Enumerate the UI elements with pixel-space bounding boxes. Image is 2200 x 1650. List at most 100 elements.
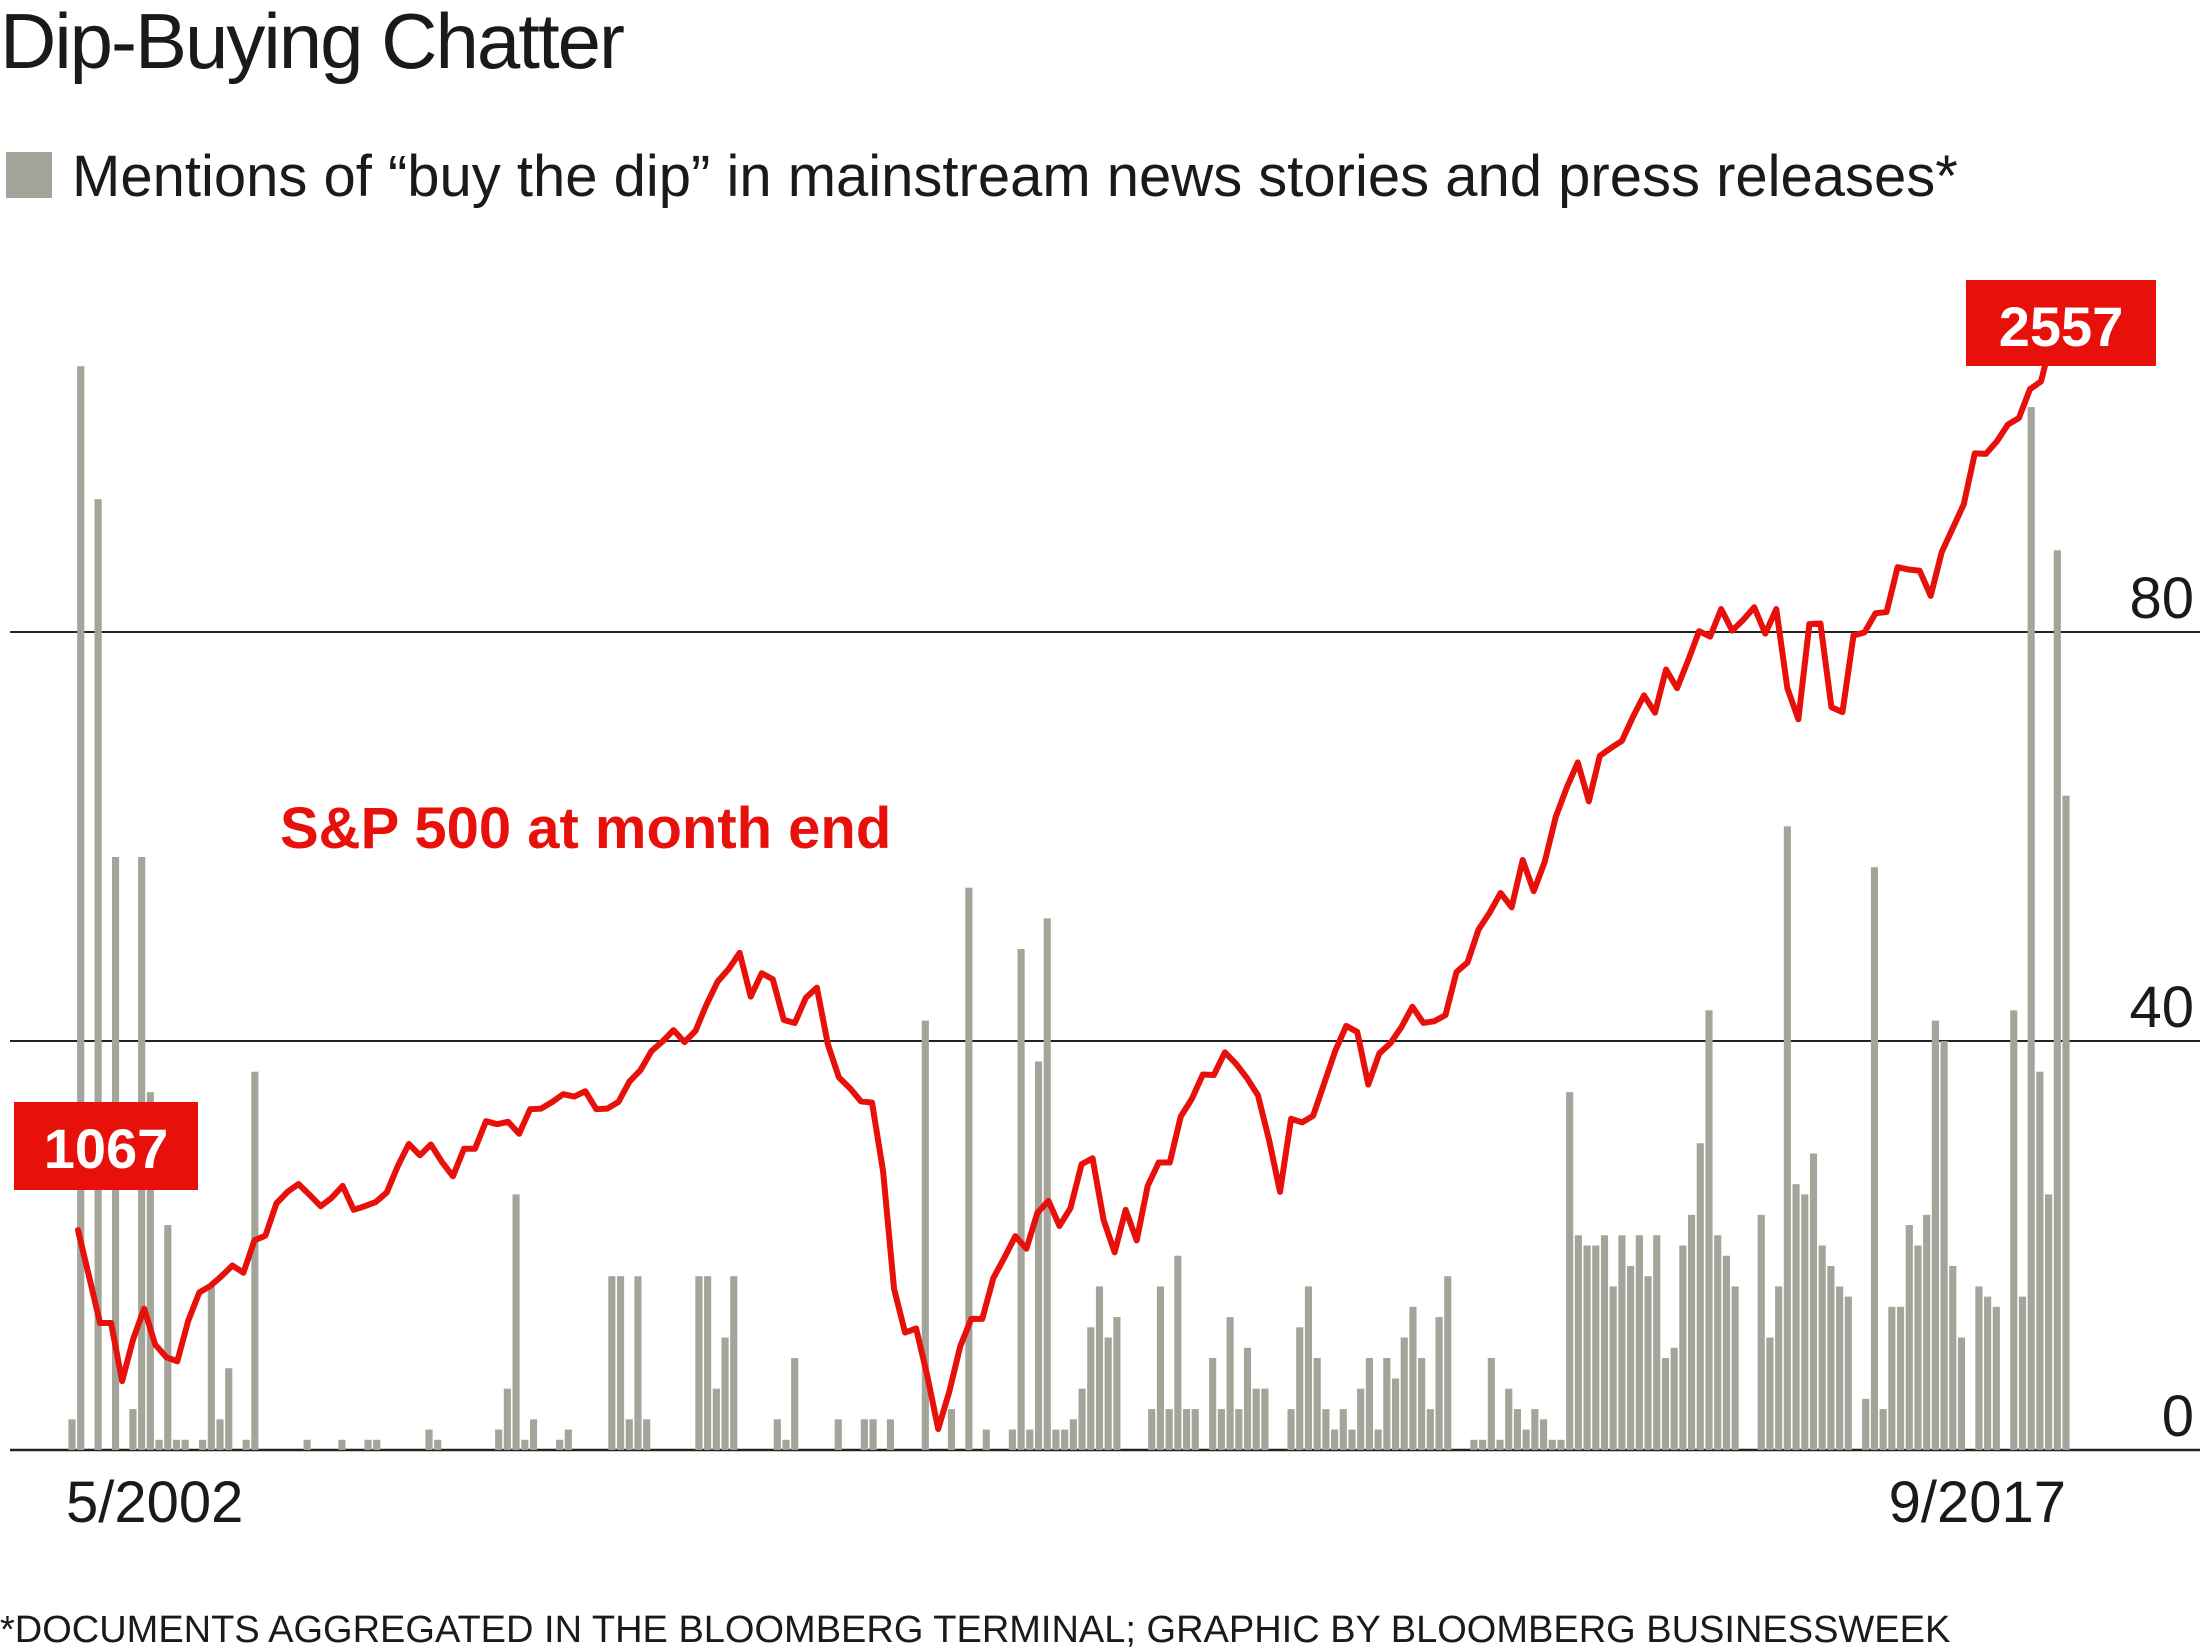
bar xyxy=(155,1439,163,1450)
bar xyxy=(1653,1235,1661,1450)
bar xyxy=(338,1439,346,1450)
bar xyxy=(1479,1439,1487,1450)
bar xyxy=(1705,1010,1713,1450)
bar xyxy=(1609,1286,1617,1450)
bar xyxy=(503,1388,511,1450)
bar xyxy=(129,1409,137,1450)
bar xyxy=(608,1276,616,1450)
bar xyxy=(617,1276,625,1450)
bar xyxy=(1809,1153,1818,1450)
bar xyxy=(242,1439,250,1450)
bar xyxy=(2027,407,2035,1450)
bar xyxy=(1600,1235,1609,1450)
bar xyxy=(1627,1265,1635,1450)
bar xyxy=(1757,1214,1765,1450)
bar xyxy=(1226,1317,1234,1450)
bar xyxy=(1156,1286,1164,1450)
bar xyxy=(1365,1357,1373,1450)
bar xyxy=(251,1071,259,1450)
y-axis-ticks: 0 40 80 xyxy=(2129,566,2194,1449)
bar xyxy=(1635,1235,1643,1450)
bar xyxy=(721,1337,729,1450)
bar xyxy=(947,1409,956,1450)
bar xyxy=(1418,1357,1426,1450)
bar xyxy=(1078,1388,1086,1450)
bar xyxy=(965,887,973,1450)
bar xyxy=(1801,1194,1809,1450)
bar xyxy=(791,1357,799,1450)
bar xyxy=(1644,1276,1652,1450)
bar xyxy=(1731,1286,1739,1450)
bar xyxy=(1923,1214,1931,1450)
bar xyxy=(434,1439,442,1450)
bar xyxy=(529,1419,538,1450)
bar xyxy=(625,1419,633,1450)
bar xyxy=(1400,1337,1408,1450)
bar xyxy=(730,1276,738,1450)
bar xyxy=(982,1429,990,1450)
bar xyxy=(1775,1286,1783,1450)
bar xyxy=(1487,1357,1495,1450)
bar xyxy=(1191,1409,1199,1450)
bar xyxy=(1496,1439,1504,1450)
bar xyxy=(1174,1255,1182,1450)
bar xyxy=(1557,1439,1565,1450)
bar xyxy=(1331,1429,1339,1450)
bar xyxy=(1548,1439,1556,1450)
bar xyxy=(1566,1092,1574,1450)
bar xyxy=(172,1439,181,1450)
bar xyxy=(1696,1143,1704,1450)
bar xyxy=(1087,1327,1095,1450)
legend-swatch xyxy=(6,152,52,198)
bar xyxy=(869,1419,877,1450)
legend-label: Mentions of “buy the dip” in mainstream … xyxy=(72,144,1958,209)
bar xyxy=(1722,1255,1730,1450)
bar xyxy=(886,1419,895,1450)
bar xyxy=(1182,1409,1191,1450)
footnote: *DOCUMENTS AGGREGATED IN THE BLOOMBERG T… xyxy=(0,1609,1950,1650)
bar xyxy=(425,1429,433,1450)
bar xyxy=(225,1368,233,1450)
bar xyxy=(364,1439,372,1450)
bar xyxy=(1783,826,1791,1450)
bar xyxy=(782,1439,790,1450)
bar xyxy=(199,1439,207,1450)
bar xyxy=(68,1419,76,1450)
bar xyxy=(1444,1276,1452,1450)
bar xyxy=(643,1419,651,1450)
bar xyxy=(773,1419,781,1450)
x-label-end: 9/2017 xyxy=(1889,1470,2066,1535)
bar xyxy=(834,1419,842,1450)
bar xyxy=(1052,1429,1060,1450)
bar xyxy=(1261,1388,1269,1450)
bar xyxy=(1008,1429,1016,1450)
bar xyxy=(1513,1409,1521,1450)
bar xyxy=(2036,1071,2044,1450)
bar xyxy=(1792,1184,1800,1450)
sp500-line xyxy=(75,334,2055,1433)
bar xyxy=(1339,1409,1347,1450)
bar xyxy=(556,1439,564,1450)
bar xyxy=(1836,1286,1844,1450)
bar xyxy=(1435,1317,1443,1450)
bar xyxy=(1583,1245,1591,1450)
y-tick-label: 40 xyxy=(2129,975,2194,1040)
bar xyxy=(1313,1357,1321,1450)
bar xyxy=(1348,1429,1356,1450)
bar xyxy=(1905,1225,1913,1450)
bar xyxy=(1940,1041,1948,1450)
bar xyxy=(1304,1286,1313,1450)
bar xyxy=(495,1429,503,1450)
bar xyxy=(1818,1245,1826,1450)
sp500-label: S&P 500 at month end xyxy=(280,796,891,861)
bar xyxy=(1104,1337,1112,1450)
end-value-badge: 2557 xyxy=(1966,280,2156,366)
bar xyxy=(373,1439,381,1450)
bar xyxy=(1574,1235,1582,1450)
bar xyxy=(1165,1409,1173,1450)
bar xyxy=(1531,1409,1539,1450)
bar xyxy=(1984,1296,1992,1450)
y-tick-label: 0 xyxy=(2162,1384,2194,1449)
bar xyxy=(1827,1265,1835,1450)
bar xyxy=(1061,1429,1069,1450)
